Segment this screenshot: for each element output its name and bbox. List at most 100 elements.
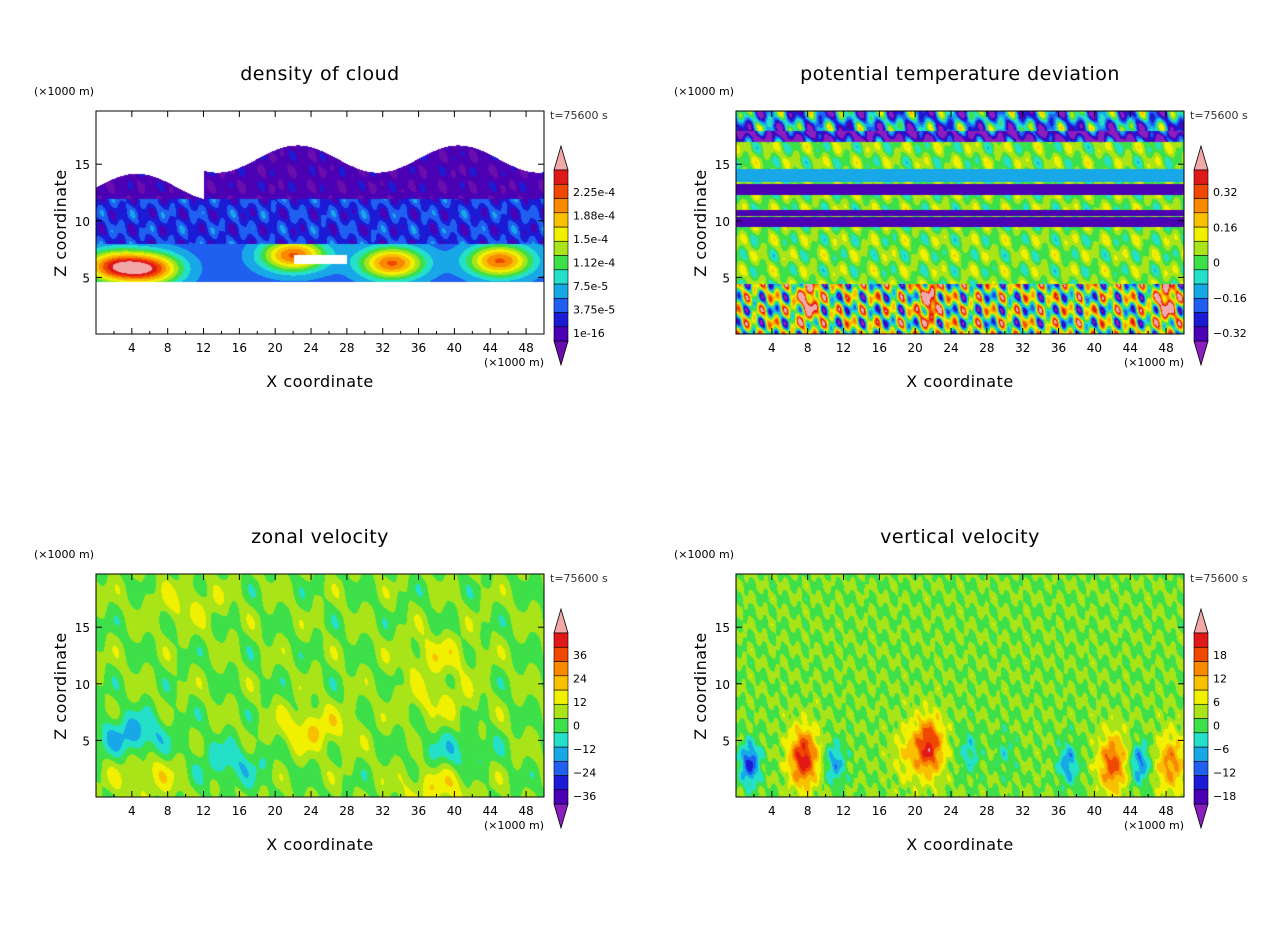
time-label: t=75600 s [550,109,608,122]
colorbar-swatch [553,198,569,214]
x-tick-label: 12 [196,341,211,355]
colorbar-swatch [1193,689,1209,705]
colorbar-swatch [1193,283,1209,299]
y-units-label: (×1000 m) [34,548,94,561]
x-tick-label: 20 [908,804,923,818]
x-tick-label: 48 [1158,341,1173,355]
colorbar-top-arrow [553,144,569,171]
colorbar-swatch [1193,760,1209,776]
y-tick-label: 15 [75,621,90,635]
x-tick-label: 8 [164,804,172,818]
colorbar-label: 18 [1213,649,1227,662]
colorbar-label: −18 [1213,790,1236,803]
colorbar-swatch [553,646,569,662]
x-tick-label: 4 [768,804,776,818]
x-tick-label: 28 [979,341,994,355]
colorbar-label: 7.5e-5 [573,280,608,293]
colorbar-swatch [553,775,569,791]
x-tick-label: 8 [804,804,812,818]
chart-title: density of cloud [240,63,400,85]
time-label: t=75600 s [1190,109,1248,122]
colorbar-label: 0 [1213,720,1220,733]
colorbar-swatch [553,746,569,762]
colorbar-swatch [1193,789,1209,805]
colorbar-label: 0.32 [1213,186,1238,199]
colorbar-top-arrow [1193,144,1209,171]
x-tick-label: 36 [1051,341,1066,355]
y-units-label: (×1000 m) [674,548,734,561]
colorbar-swatch [553,312,569,328]
x-tick-label: 40 [1087,341,1102,355]
colorbar-bottom-arrow [1193,803,1209,830]
colorbar-label: 1.12e-4 [573,257,615,270]
colorbar-swatch [1193,732,1209,748]
y-tick-label: 10 [75,678,90,692]
x-tick-label: 36 [1051,804,1066,818]
x-tick-label: 24 [303,804,318,818]
colorbar-swatch [553,240,569,256]
x-tick-label: 16 [232,341,247,355]
colorbar-label: 1.5e-4 [573,233,608,246]
x-tick-label: 28 [979,804,994,818]
x-tick-label: 36 [411,341,426,355]
colorbar-swatch [1193,632,1209,648]
x-tick-label: 48 [518,341,533,355]
colorbar-swatch [553,632,569,648]
colorbar-label: 0 [573,720,580,733]
colorbar-swatch [553,326,569,342]
x-tick-label: 48 [518,804,533,818]
x-tick-label: 8 [164,341,172,355]
colorbar-swatch [1193,746,1209,762]
colorbar-label: 12 [1213,673,1227,686]
colorbar-label: 0.16 [1213,221,1238,234]
plot-frame [735,110,1185,335]
colorbar-bottom-arrow [1193,340,1209,367]
chart-svg-u: zonal velocity (×1000 m) (×1000 m) t=75600 … [34,526,608,854]
x-tick-label: 12 [836,804,851,818]
heatmap-field-w [736,574,1184,797]
colorbar-label: −12 [573,743,596,756]
x-tick-label: 32 [375,341,390,355]
colorbar-label: 1.88e-4 [573,210,615,223]
y-tick-label: 15 [715,158,730,172]
y-axis-label: Z coordinate [51,632,70,739]
chart-panel-cloud: density of cloud (×1000 m) (×1000 m) t=7560… [0,0,640,463]
x-tick-label: 32 [375,804,390,818]
x-tick-label: 24 [943,804,958,818]
x-axis-label: X coordinate [266,835,373,854]
x-tick-label: 44 [483,804,498,818]
x-tick-label: 40 [447,804,462,818]
chart-title: vertical velocity [880,526,1040,548]
time-label: t=75600 s [550,572,608,585]
colorbar-swatch [553,226,569,242]
y-axis-label: Z coordinate [51,169,70,276]
heatmap-field-u [96,574,544,797]
colorbar-swatch [1193,718,1209,734]
x-tick-label: 16 [232,804,247,818]
y-tick-label: 15 [715,621,730,635]
x-tick-label: 12 [196,804,211,818]
x-tick-label: 20 [268,804,283,818]
colorbar-label: 3.75e-5 [573,304,615,317]
x-tick-label: 40 [447,341,462,355]
colorbar-swatch [553,255,569,271]
time-label: t=75600 s [1190,572,1248,585]
x-tick-label: 32 [1015,341,1030,355]
colorbar-label: 12 [573,696,587,709]
x-tick-label: 16 [872,804,887,818]
y-tick-label: 5 [82,271,90,285]
x-tick-label: 4 [768,341,776,355]
colorbar-label: 2.25e-4 [573,186,615,199]
chart-panel-w: vertical velocity (×1000 m) (×1000 m) t=756… [640,463,1280,926]
y-tick-label: 10 [75,215,90,229]
x-tick-label: 32 [1015,804,1030,818]
colorbar-label: 1e-16 [573,327,605,340]
colorbar-swatch [1193,198,1209,214]
colorbar-swatch [553,703,569,719]
colorbar-swatch [1193,646,1209,662]
colorbar-label: −0.16 [1213,292,1247,305]
x-tick-label: 20 [908,341,923,355]
colorbar-label: −12 [1213,767,1236,780]
x-tick-label: 8 [804,341,812,355]
colorbar-swatch [1193,297,1209,313]
